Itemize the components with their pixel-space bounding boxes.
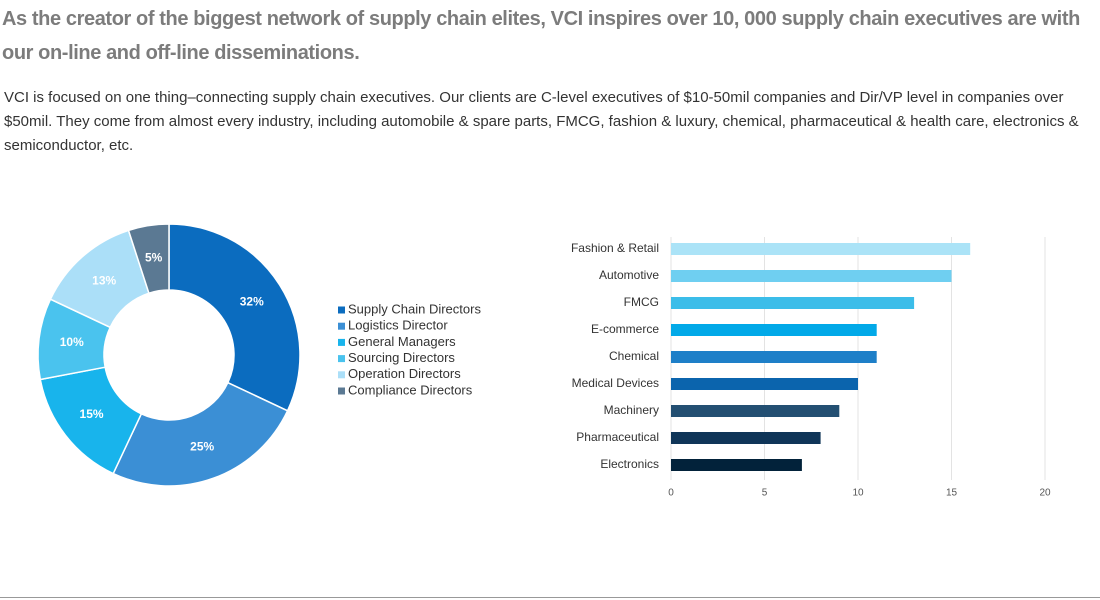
legend-swatch [338,306,345,314]
y-tick-label: E-commerce [591,322,659,336]
y-tick-label: Pharmaceutical [576,430,659,444]
y-tick-label: FMCG [624,295,659,309]
y-tick-label: Fashion & Retail [571,241,659,255]
legend-label: General Managers [348,334,456,349]
legend-label: Operation Directors [348,366,461,381]
donut-slice [112,381,289,487]
y-tick-label: Medical Devices [572,376,659,390]
bar [671,297,915,309]
bar [671,459,802,471]
donut-slice [127,223,170,295]
legend-swatch [338,338,345,346]
bottom-rule [0,597,1100,598]
slice-label: 10% [60,335,84,349]
bar [671,324,877,336]
y-tick-label: Automotive [599,268,659,282]
donut-slice [168,223,301,412]
page-title: As the creator of the biggest network of… [2,8,1080,64]
legend-label: Supply Chain Directors [348,301,481,316]
x-tick-label: 5 [762,488,768,499]
slice-label: 32% [240,295,264,309]
y-tick-label: Electronics [600,457,659,471]
slice-label: 13% [92,274,116,288]
legend-label: Sourcing Directors [348,350,455,365]
slice-label: 15% [80,407,104,421]
intro-text: VCI is focused on one thing–connecting s… [4,89,1079,154]
slice-label: 5% [145,250,163,264]
legend-swatch [338,355,345,363]
legend-label: Compliance Directors [348,382,473,397]
legend-swatch [338,322,345,330]
bar [671,270,952,282]
y-tick-label: Machinery [604,403,659,417]
bar [671,405,840,417]
bar [671,432,821,444]
legend-swatch [338,371,345,379]
legend-swatch [338,387,345,395]
x-tick-label: 15 [946,488,958,499]
bar [671,378,858,390]
y-tick-label: Chemical [609,349,659,363]
bar [671,351,877,363]
slice-label: 25% [190,439,214,453]
x-tick-label: 20 [1039,488,1051,499]
x-tick-label: 10 [852,488,864,499]
legend-label: Logistics Director [348,318,448,333]
bar [671,243,971,255]
x-tick-label: 0 [668,488,674,499]
